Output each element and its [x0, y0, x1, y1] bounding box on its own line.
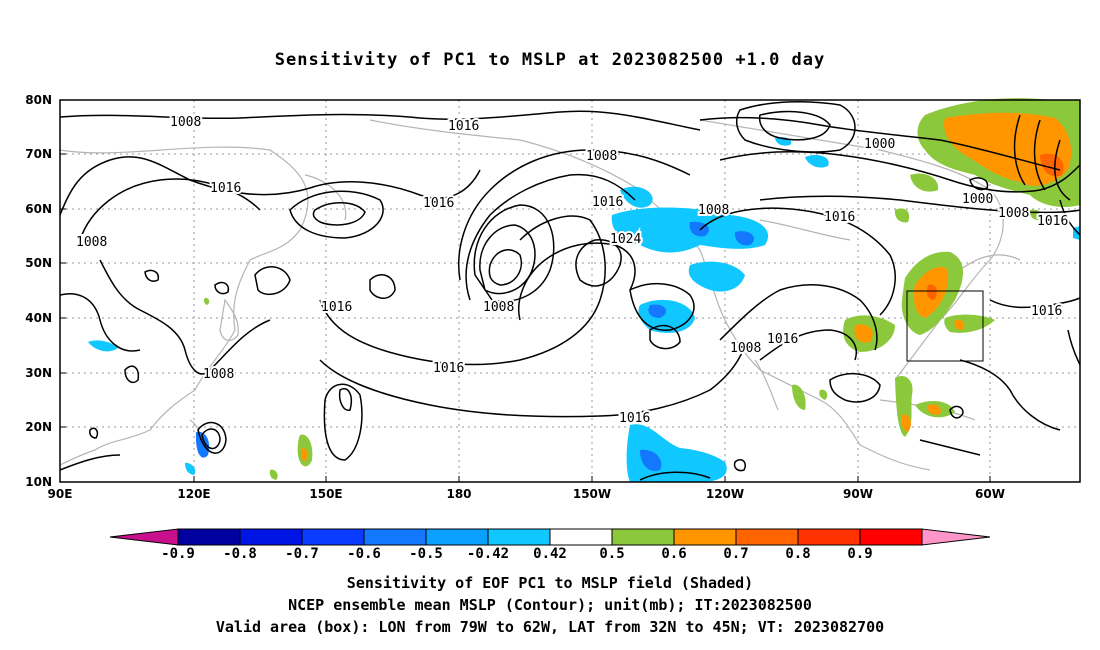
- colorbar-label: -0.5: [409, 546, 443, 562]
- valid-area-box: [906, 290, 984, 362]
- graticule: [60, 100, 1080, 482]
- lon-label: 150W: [573, 487, 611, 501]
- colorbar-cell: [549, 528, 613, 546]
- lon-label: 120W: [706, 487, 744, 501]
- map-panel: 1008 1016 1008 1016 1016 1008 1016 1024 …: [59, 98, 1081, 483]
- contour-label: 1016: [448, 119, 479, 134]
- caption-block: Sensitivity of EOF PC1 to MSLP field (Sh…: [0, 572, 1100, 638]
- colorbar-cell: [177, 528, 241, 546]
- contour-labels: 1008 1016 1008 1016 1016 1008 1016 1024 …: [74, 113, 1070, 428]
- contour-label: 1024: [610, 232, 641, 247]
- contour-label: 1008: [998, 206, 1029, 221]
- contour-label: 1016: [592, 195, 623, 210]
- lon-axis-labels: 90E 120E 150E 180 150W 120W 90W 60W: [48, 487, 1005, 501]
- negative-region-pacific-north: [620, 186, 653, 208]
- colorbar-label: -0.6: [347, 546, 381, 562]
- contour-label: 1016: [767, 332, 798, 347]
- colorbar-label: -0.9: [161, 546, 195, 562]
- lon-label: 180: [446, 487, 471, 501]
- lat-label: 60N: [25, 202, 52, 216]
- lat-label: 80N: [25, 93, 52, 107]
- contour-label: 1008: [586, 149, 617, 164]
- lat-label: 10N: [25, 475, 52, 489]
- contour-label: 1008: [730, 341, 761, 356]
- negative-region-west-pacific: [88, 340, 118, 352]
- chart-title: Sensitivity of PC1 to MSLP at 2023082500…: [274, 50, 826, 70]
- contour-label: 1016: [423, 196, 454, 211]
- colorbar-label: -0.8: [223, 546, 257, 562]
- lat-label: 20N: [25, 420, 52, 434]
- sensitivity-shading: [88, 98, 1080, 482]
- colorbar-cell: [859, 528, 923, 546]
- colorbar-cell: [487, 528, 551, 546]
- colorbar-label: 0.42: [533, 546, 567, 562]
- colorbar-cell: [363, 528, 427, 546]
- colorbar-label: -0.7: [285, 546, 319, 562]
- contour-label: 1008: [203, 367, 234, 382]
- lon-label: 150E: [309, 487, 342, 501]
- colorbar-cell: [611, 528, 675, 546]
- colorbar-label: -0.42: [467, 546, 509, 562]
- negative-region-gulf-alaska: [611, 207, 769, 253]
- caption-line: Sensitivity of EOF PC1 to MSLP field (Sh…: [346, 574, 754, 592]
- contour-label: 1016: [1037, 214, 1068, 229]
- contour-label: 1016: [824, 210, 855, 225]
- negative-region-arctic: [805, 155, 829, 168]
- negative-region-west-us: [688, 261, 745, 292]
- caption-line: Valid area (box): LON from 79W to 62W, L…: [215, 618, 885, 636]
- colorbar-cell: [301, 528, 365, 546]
- colorbar-high-arrow: [921, 528, 991, 546]
- caption-line: NCEP ensemble mean MSLP (Contour); unit(…: [288, 596, 812, 614]
- colorbar-label: 0.7: [723, 546, 748, 562]
- contour-label: 1008: [483, 300, 514, 315]
- contour-label: 1000: [962, 192, 993, 207]
- contour-label: 1016: [210, 181, 241, 196]
- lon-label: 60W: [975, 487, 1005, 501]
- contour-label: 1016: [619, 411, 650, 426]
- colorbar-label: 0.8: [785, 546, 810, 562]
- lat-label: 40N: [25, 311, 52, 325]
- lat-axis-labels: 80N 70N 60N 50N 40N 30N 20N 10N: [25, 93, 52, 489]
- lon-label: 90W: [843, 487, 873, 501]
- contour-label: 1016: [321, 300, 352, 315]
- colorbar-cell: [425, 528, 489, 546]
- contour-label: 1016: [433, 361, 464, 376]
- colorbar-cell: [673, 528, 737, 546]
- lat-label: 30N: [25, 366, 52, 380]
- lat-label: 70N: [25, 147, 52, 161]
- lat-label: 50N: [25, 256, 52, 270]
- contour-label: 1008: [170, 115, 201, 130]
- colorbar-label: 0.6: [661, 546, 686, 562]
- contour-label: 1008: [698, 203, 729, 218]
- colorbar-low-arrow: [109, 528, 179, 546]
- colorbar: -0.9 -0.8 -0.7 -0.6 -0.5 -0.42 0.42 0.5 0.6 0.7 0.…: [109, 528, 991, 562]
- lon-label: 120E: [177, 487, 210, 501]
- lon-label: 90E: [48, 487, 73, 501]
- colorbar-cell: [797, 528, 861, 546]
- colorbar-label: 0.9: [847, 546, 872, 562]
- colorbar-cell: [735, 528, 799, 546]
- colorbar-cell: [239, 528, 303, 546]
- colorbar-label: 0.5: [599, 546, 624, 562]
- mslp-contours: [59, 101, 1081, 481]
- contour-label: 1008: [76, 235, 107, 250]
- contour-label: 1016: [1031, 304, 1062, 319]
- contour-label: 1000: [864, 137, 895, 152]
